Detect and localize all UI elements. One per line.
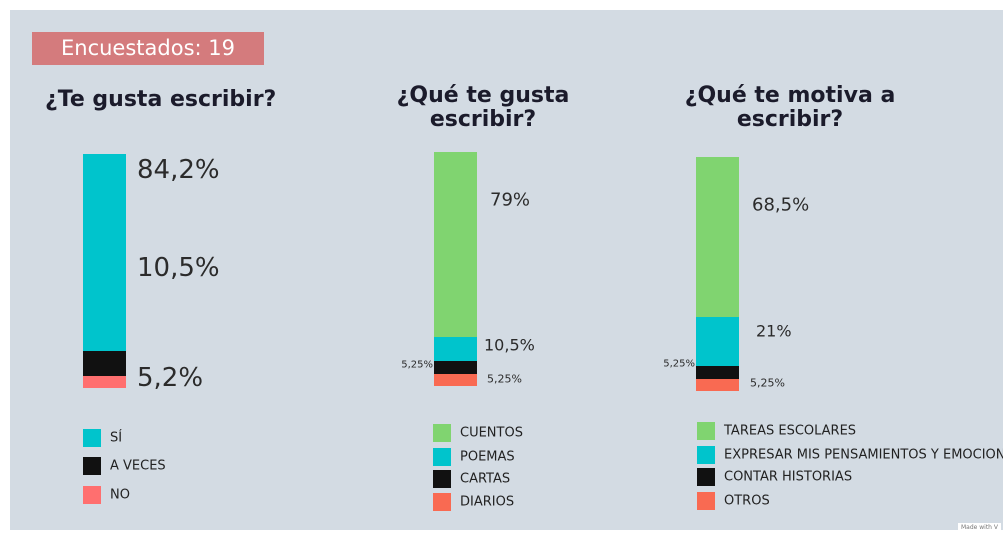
legend-swatch xyxy=(697,446,715,464)
legend-swatch xyxy=(83,429,101,447)
value-label: 79% xyxy=(490,189,531,211)
chart-title: ¿Qué te motiva a escribir? xyxy=(684,83,896,132)
legend-swatch xyxy=(83,486,101,504)
legend-swatch xyxy=(433,424,451,442)
value-label: 5,2% xyxy=(137,363,204,393)
value-label: 5,25% xyxy=(663,358,695,370)
legend-label: NO xyxy=(110,487,130,503)
legend-swatch xyxy=(433,493,451,511)
legend-label: EXPRESAR MIS PENSAMIENTOS Y EMOCIONES xyxy=(724,447,1003,463)
legend-swatch xyxy=(433,448,451,466)
legend-swatch xyxy=(433,470,451,488)
value-label: 5,25% xyxy=(750,376,785,390)
bar-segment xyxy=(696,366,739,379)
legend-swatch xyxy=(697,492,715,510)
legend-label: TAREAS ESCOLARES xyxy=(724,423,857,439)
value-label: 10,5% xyxy=(484,335,535,355)
legend-swatch xyxy=(83,457,101,475)
legend-label: CARTAS xyxy=(460,471,511,487)
bar-segment xyxy=(83,375,126,388)
bar-segment xyxy=(83,154,126,352)
value-label: 68,5% xyxy=(752,194,810,216)
legend-label: DIARIOS xyxy=(460,494,515,510)
bar-segment xyxy=(696,157,739,318)
bar-segment xyxy=(434,373,477,386)
chart-title: ¿Te gusta escribir? xyxy=(45,87,277,112)
legend-label: POEMAS xyxy=(460,449,515,465)
legend-label: SÍ xyxy=(110,430,123,446)
bar-segment xyxy=(696,317,739,367)
panel xyxy=(10,10,1003,530)
bar-segment xyxy=(696,378,739,391)
legend-swatch xyxy=(697,422,715,440)
watermark: Made with V xyxy=(957,523,1001,532)
legend-swatch xyxy=(697,468,715,486)
bar-segment xyxy=(83,351,126,376)
bar-segment xyxy=(434,336,477,362)
value-label: 5,25% xyxy=(401,359,433,371)
chart-title: ¿Qué te gusta escribir? xyxy=(396,83,570,132)
value-label: 21% xyxy=(756,321,792,341)
value-label: 84,2% xyxy=(137,155,220,185)
bar-segment xyxy=(434,152,477,337)
legend-label: A VECES xyxy=(110,458,166,474)
legend-label: CONTAR HISTORIAS xyxy=(724,469,853,485)
legend-label: CUENTOS xyxy=(460,425,523,441)
legend-label: OTROS xyxy=(724,493,770,509)
bar-segment xyxy=(434,361,477,374)
respondents-badge: Encuestados: 19 xyxy=(32,32,264,65)
value-label: 10,5% xyxy=(137,253,220,283)
value-label: 5,25% xyxy=(487,372,522,386)
